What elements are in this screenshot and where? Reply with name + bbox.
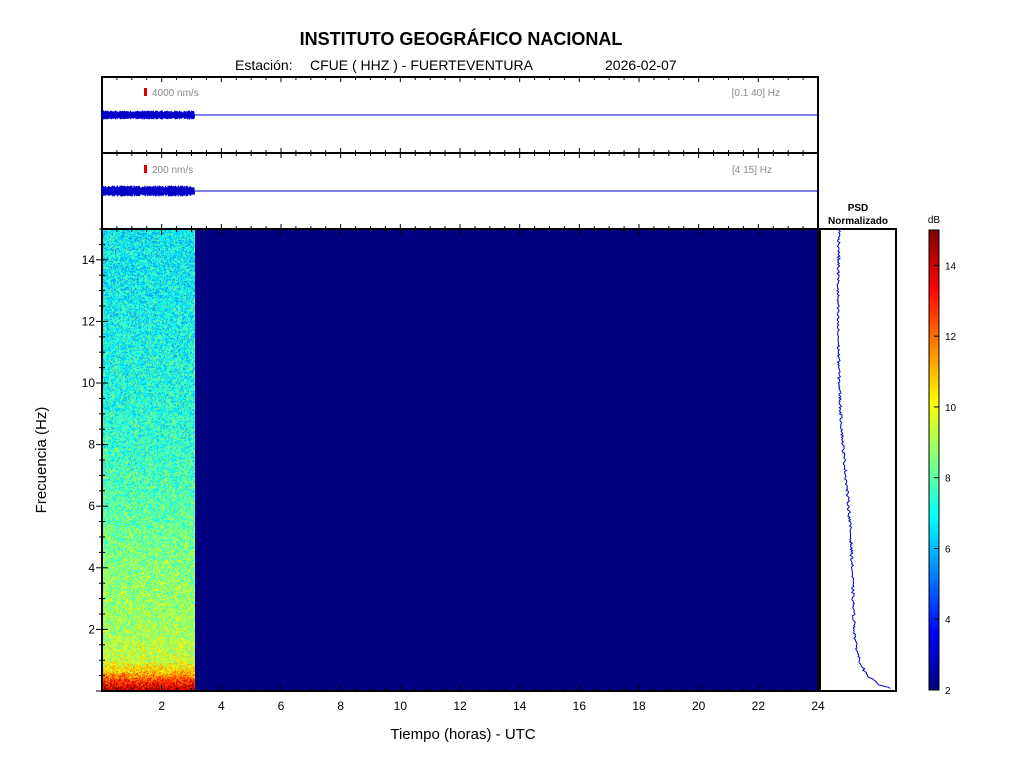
trace-2-filter-label: [4 15] Hz [732,165,772,176]
x-tick-label: 4 [218,699,225,713]
x-tick-label: 6 [278,699,285,713]
psd-title: PSD [848,203,869,214]
colorbar-tick-label: 6 [945,544,951,555]
colorbar-tick-label: 14 [945,261,957,272]
x-tick-labels: 2 4 6 8 10 12 14 16 18 20 22 24 [158,699,825,713]
trace-1-waveform [101,110,818,120]
x-axis-label: Tiempo (horas) - UTC [390,726,535,743]
colorbar-tick-label: 8 [945,474,951,485]
trace-2-waveform [101,185,818,197]
psd-frame [819,228,897,692]
x-tick-label: 2 [158,699,165,713]
psd-subtitle: Normalizado [828,216,888,227]
y-axis-label: Frecuencia (Hz) [33,407,50,514]
scale-marker [144,165,147,173]
spectrogram-data-area [102,229,195,691]
x-tick-label: 16 [573,699,587,713]
trace-1-filter-label: [0.1 40] Hz [732,88,780,99]
trace-1-scale-label: 4000 nm/s [152,88,199,99]
spectrogram-ticks [96,228,819,692]
figure-title: INSTITUTO GEOGRÁFICO NACIONAL [300,28,623,49]
x-tick-label: 12 [453,699,467,713]
colorbar-tick-label: 12 [945,332,957,343]
x-tick-label: 10 [394,699,408,713]
y-tick-labels: 2 4 6 8 10 12 14 [82,253,96,637]
y-tick-label: 10 [82,376,96,390]
station-label: Estación: [235,57,293,73]
x-tick-label: 24 [811,699,825,713]
scale-marker [144,88,147,96]
psd-curve [836,228,891,689]
x-tick-label: 20 [692,699,706,713]
colorbar-label: dB [928,215,941,226]
y-tick-label: 14 [82,253,96,267]
colorbar-ticks: 2 4 6 8 10 12 14 [934,261,957,697]
trace-panel-filtered: 200 nm/s [4 15] Hz [101,152,819,230]
station-date: 2026-02-07 [605,57,677,73]
y-tick-label: 8 [88,438,95,452]
x-tick-label: 8 [337,699,344,713]
x-tick-label: 14 [513,699,527,713]
trace-panel-broadband: 4000 nm/s [0.1 40] Hz [101,76,819,154]
y-tick-label: 6 [88,499,95,513]
spectrogram-no-data-area [102,229,818,691]
spectrogram-canvas [102,229,195,691]
x-tick-label: 18 [632,699,646,713]
colorbar-tick-label: 2 [945,686,951,697]
colorbar-tick-label: 4 [945,615,951,626]
y-tick-label: 2 [88,622,95,636]
colorbar-tick-label: 10 [945,403,957,414]
y-tick-label: 4 [88,561,95,575]
colorbar: dB 2 4 6 8 10 12 14 [928,215,957,697]
psd-panel: PSD Normalizado [819,203,897,692]
colorbar-gradient [928,229,940,691]
x-tick-label: 22 [752,699,766,713]
y-tick-label: 12 [82,314,96,328]
trace-2-scale-label: 200 nm/s [152,165,193,176]
station-name: CFUE ( HHZ ) - FUERTEVENTURA [310,57,534,73]
